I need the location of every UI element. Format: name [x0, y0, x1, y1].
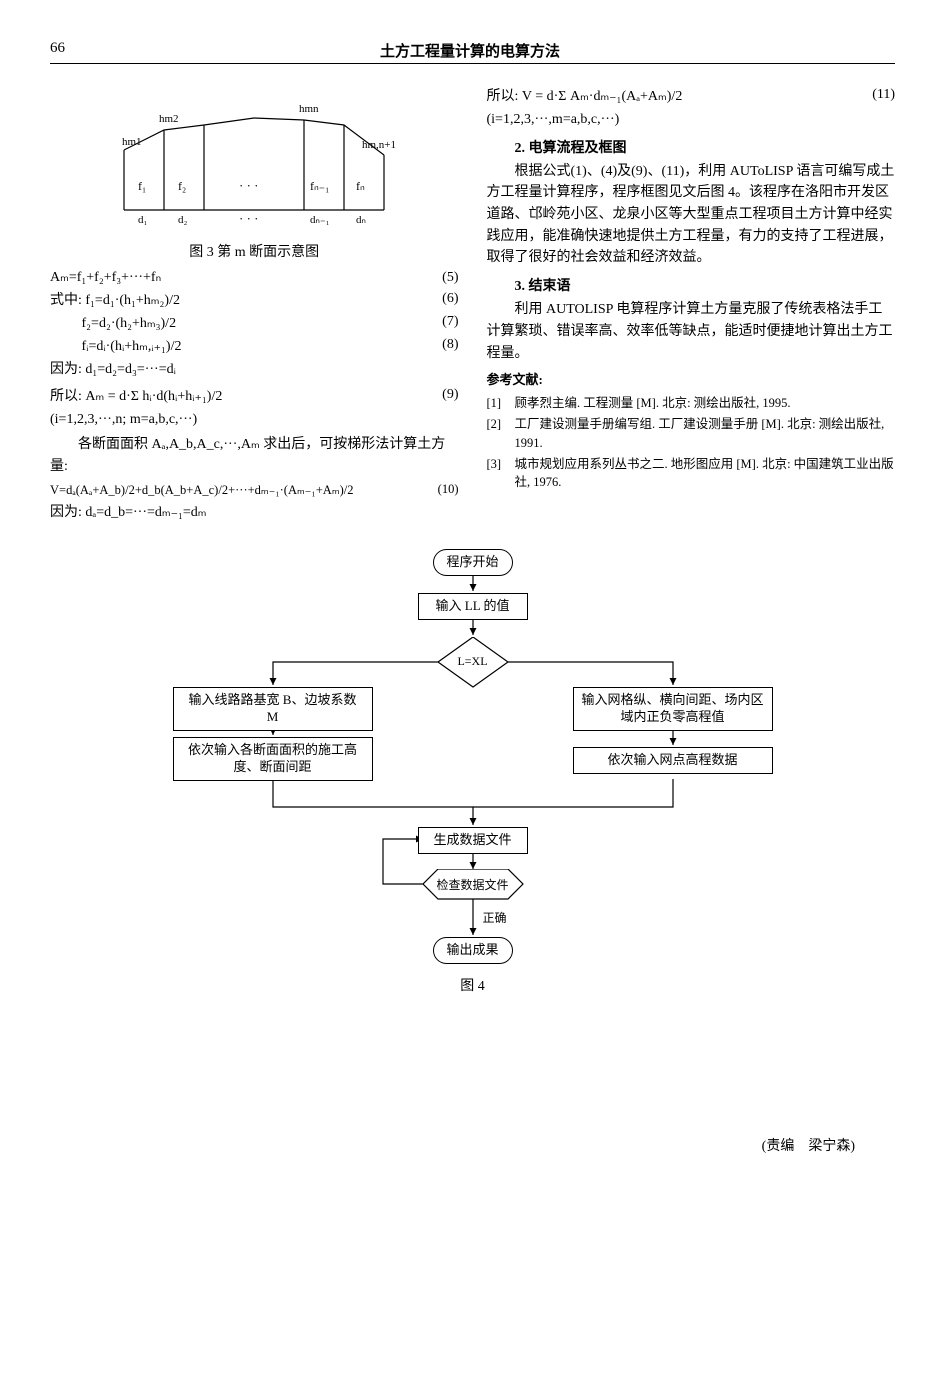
formula-11: 所以: V = d·Σ Aₘ·dₘ₋₁(Aₐ+Aₘ)/2 (11): [487, 85, 896, 105]
formula-expr: fᵢ=dᵢ·(hᵢ+hₘ,ᵢ₊₁)/2: [50, 335, 432, 355]
since-line-2: 因为: dₐ=d_b=···=dₘ₋₁=dₘ: [50, 502, 459, 524]
formula-expr: 所以: Aₘ = d·Σ hᵢ·d(hᵢ+hᵢ₊₁)/2: [50, 385, 432, 405]
formula-9: 所以: Aₘ = d·Σ hᵢ·d(hᵢ+hᵢ₊₁)/2 (9): [50, 385, 459, 405]
svg-text:d₂: d₂: [178, 214, 188, 226]
ref-text: 工厂建设测量手册编写组. 工厂建设测量手册 [M]. 北京: 测绘出版社, 19…: [515, 415, 896, 453]
svg-text:· · ·: · · ·: [239, 178, 259, 193]
svg-text:· · ·: · · ·: [239, 211, 259, 226]
figure-4-flowchart: 程序开始 输入 LL 的值 L=XL 输入线路路基宽 B、边坡系数 M 依次输入…: [50, 547, 895, 967]
page-number: 66: [50, 40, 65, 61]
index-line-left: (i=1,2,3,···,n; m=a,b,c,···): [50, 409, 459, 431]
reference-item: [2] 工厂建设测量手册编写组. 工厂建设测量手册 [M]. 北京: 测绘出版社…: [487, 415, 896, 453]
ref-num: [2]: [487, 415, 515, 453]
figure-3: hm1 hm2 hmn hm,n+1 f₁ f₂ · · · fₙ₋₁ fₙ d…: [50, 90, 459, 235]
formula-expr: f₂=d₂·(h₂+hₘ₃)/2: [50, 312, 432, 332]
formula-num: (10): [428, 482, 459, 497]
since-line-1: 因为: d₁=d₂=d₃=···=dᵢ: [50, 359, 459, 381]
reference-item: [1] 顾孝烈主编. 工程测量 [M]. 北京: 测绘出版社, 1995.: [487, 394, 896, 413]
svg-text:fₙ₋₁: fₙ₋₁: [310, 179, 329, 193]
svg-text:hm1: hm1: [122, 136, 142, 148]
formula-5: Aₘ=f₁+f₂+f₃+···+fₙ (5): [50, 269, 459, 286]
svg-text:d₁: d₁: [138, 214, 148, 226]
flow-gen: 生成数据文件: [418, 827, 528, 854]
references-title: 参考文献:: [487, 370, 896, 390]
flow-start: 程序开始: [433, 549, 513, 576]
flow-cond: L=XL: [438, 637, 508, 687]
section-2-heading: 2. 电算流程及框图: [487, 137, 896, 157]
svg-text:f₂: f₂: [178, 179, 186, 193]
section-2-body: 根据公式(1)、(4)及(9)、(11)，利用 AUToLISP 语言可编写成土…: [487, 161, 896, 269]
formula-6: 式中: f₁=d₁·(h₁+hₘ₂)/2 (6): [50, 289, 459, 309]
formula-num: (5): [432, 270, 458, 286]
references-list: [1] 顾孝烈主编. 工程测量 [M]. 北京: 测绘出版社, 1995. [2…: [487, 394, 896, 492]
formula-expr: 式中: f₁=d₁·(h₁+hₘ₂)/2: [50, 289, 432, 309]
two-column-layout: hm1 hm2 hmn hm,n+1 f₁ f₂ · · · fₙ₋₁ fₙ d…: [50, 82, 895, 527]
formula-num: (11): [862, 87, 895, 103]
ref-num: [3]: [487, 455, 515, 493]
ref-text: 城市规划应用系列丛书之二. 地形图应用 [M]. 北京: 中国建筑工业出版社, …: [515, 455, 896, 493]
reference-item: [3] 城市规划应用系列丛书之二. 地形图应用 [M]. 北京: 中国建筑工业出…: [487, 455, 896, 493]
formula-7: f₂=d₂·(h₂+hₘ₃)/2 (7): [50, 312, 459, 332]
formula-num: (6): [432, 291, 458, 307]
flow-left-2: 依次输入各断面面积的施工高度、断面间距: [173, 737, 373, 781]
running-title: 土方工程量计算的电算方法: [65, 40, 875, 61]
ref-num: [1]: [487, 394, 515, 413]
svg-text:hm,n+1: hm,n+1: [362, 139, 396, 151]
flow-cond-label: L=XL: [438, 654, 508, 669]
flow-left-1: 输入线路路基宽 B、边坡系数 M: [173, 687, 373, 731]
section-3-body: 利用 AUTOLISP 电算程序计算土方量克服了传统表格法手工计算繁琐、错误率高…: [487, 299, 896, 364]
index-line-right: (i=1,2,3,···,m=a,b,c,···): [487, 109, 896, 131]
svg-text:hmn: hmn: [299, 103, 319, 115]
para-trapezoid: 各断面面积 Aₐ,A_b,A_c,···,Aₘ 求出后，可按梯形法计算土方量:: [50, 434, 459, 477]
svg-text:fₙ: fₙ: [356, 179, 365, 193]
formula-expr: V=dₐ(Aₐ+A_b)/2+d_b(A_b+A_c)/2+···+dₘ₋₁·(…: [50, 482, 428, 498]
svg-text:dₙ: dₙ: [356, 214, 366, 226]
flow-right-2: 依次输入网点高程数据: [573, 747, 773, 774]
ref-text: 顾孝烈主编. 工程测量 [M]. 北京: 测绘出版社, 1995.: [515, 394, 896, 413]
formula-num: (8): [432, 337, 458, 353]
svg-text:dₙ₋₁: dₙ₋₁: [310, 214, 330, 226]
flow-right-1: 输入网格纵、横向间距、场内区域内正负零高程值: [573, 687, 773, 731]
figure-3-caption: 图 3 第 m 断面示意图: [50, 241, 459, 261]
right-column: 所以: V = d·Σ Aₘ·dₘ₋₁(Aₐ+Aₘ)/2 (11) (i=1,2…: [487, 82, 896, 527]
section-3-heading: 3. 结束语: [487, 275, 896, 295]
page-header: 66 土方工程量计算的电算方法: [50, 40, 895, 64]
formula-num: (9): [432, 387, 458, 403]
formula-expr: Aₘ=f₁+f₂+f₃+···+fₙ: [50, 269, 432, 286]
formula-8: fᵢ=dᵢ·(hᵢ+hₘ,ᵢ₊₁)/2 (8): [50, 335, 459, 355]
flow-input-ll: 输入 LL 的值: [418, 593, 528, 620]
formula-expr: 所以: V = d·Σ Aₘ·dₘ₋₁(Aₐ+Aₘ)/2: [487, 85, 863, 105]
formula-num: (7): [432, 314, 458, 330]
formula-10: V=dₐ(Aₐ+A_b)/2+d_b(A_b+A_c)/2+···+dₘ₋₁·(…: [50, 482, 459, 498]
flow-check-label: 检查数据文件: [423, 876, 523, 893]
svg-text:hm2: hm2: [159, 113, 179, 125]
flow-ok-label: 正确: [483, 909, 507, 926]
left-column: hm1 hm2 hmn hm,n+1 f₁ f₂ · · · fₙ₋₁ fₙ d…: [50, 82, 459, 527]
svg-text:f₁: f₁: [138, 179, 146, 193]
flow-check: 检查数据文件: [423, 869, 523, 899]
flow-output: 输出成果: [433, 937, 513, 964]
